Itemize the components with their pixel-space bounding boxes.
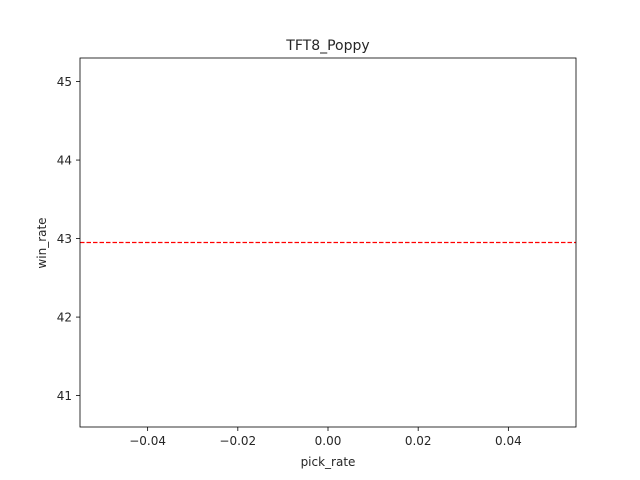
axes-frame xyxy=(79,57,577,428)
y-tick-label-3: 44 xyxy=(57,154,72,168)
x-tick-label-3: 0.02 xyxy=(405,434,432,448)
x-tick-label-0: −0.04 xyxy=(129,434,166,448)
y-axis-label: win_rate xyxy=(35,217,49,268)
x-axis-label: pick_rate xyxy=(301,455,356,469)
y-tick-label-2: 43 xyxy=(57,232,72,246)
y-tick-label-4: 45 xyxy=(57,75,72,89)
x-tick-label-4: 0.04 xyxy=(495,434,522,448)
plot-area: −0.04 −0.02 0.00 0.02 0.04 41 42 43 44 45 xyxy=(57,57,577,448)
x-tick-label-2: 0.00 xyxy=(315,434,342,448)
x-tick-label-1: −0.02 xyxy=(219,434,256,448)
y-tick-label-1: 42 xyxy=(57,311,72,325)
y-tick-label-0: 41 xyxy=(57,389,72,403)
chart-title: TFT8_Poppy xyxy=(285,38,369,54)
